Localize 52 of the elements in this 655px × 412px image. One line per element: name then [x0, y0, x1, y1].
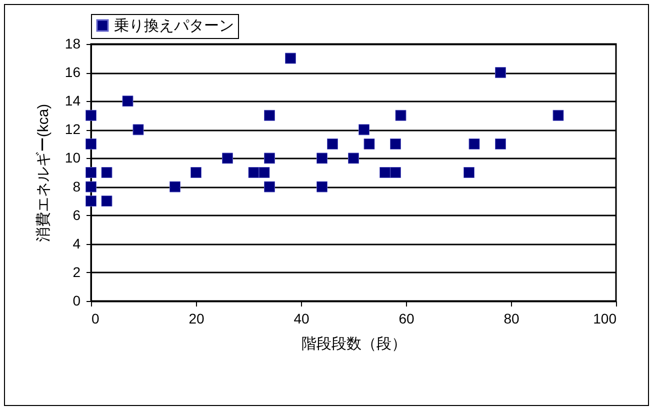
- y-tick-label: 0: [72, 292, 81, 308]
- y-tick-label: 6: [72, 206, 81, 223]
- point: [86, 167, 96, 178]
- y-tick-label: 2: [72, 264, 81, 280]
- point: [222, 152, 233, 164]
- point: [132, 124, 144, 136]
- point: [86, 138, 96, 150]
- point: [316, 152, 328, 164]
- x-tick-label: 100: [593, 310, 617, 326]
- x-tick-label: 40: [294, 310, 310, 326]
- point: [395, 110, 406, 121]
- y-tick-label: 16: [64, 64, 81, 80]
- x-tick-label: 80: [504, 310, 520, 326]
- x-tick-label: 60: [398, 310, 414, 326]
- point: [348, 152, 359, 164]
- point: [264, 110, 275, 121]
- point: [170, 181, 180, 192]
- point: [101, 196, 112, 207]
- point: [258, 167, 270, 178]
- point: [86, 110, 96, 121]
- point: [122, 96, 134, 107]
- point: [390, 167, 401, 178]
- point: [316, 181, 328, 192]
- y-tick-label: 14: [64, 92, 81, 109]
- point: [552, 110, 564, 121]
- y-axis-title: 消費エネルギー(kca): [34, 104, 52, 242]
- y-tick-label: 12: [64, 121, 81, 138]
- point: [264, 152, 275, 164]
- point: [327, 138, 338, 150]
- point: [390, 138, 401, 150]
- point: [495, 138, 506, 150]
- point: [380, 167, 390, 178]
- y-tick-label: 18: [64, 36, 81, 52]
- point: [468, 138, 480, 150]
- x-tick-label: 0: [92, 310, 100, 326]
- point: [190, 167, 202, 178]
- point: [248, 167, 260, 178]
- legend-label: 乗り換えパターン: [114, 18, 234, 34]
- x-axis-title: 階段段数（段）: [302, 336, 406, 352]
- point: [285, 52, 296, 64]
- point: [495, 67, 506, 78]
- point: [86, 181, 96, 192]
- point: [358, 124, 370, 136]
- point: [364, 138, 375, 150]
- point: [264, 181, 275, 192]
- y-tick-label: 10: [64, 150, 81, 166]
- y-tick-label: 4: [72, 235, 81, 252]
- x-tick-label: 20: [188, 310, 204, 326]
- point: [101, 167, 112, 178]
- y-tick-label: 8: [72, 178, 81, 194]
- point: [86, 196, 96, 207]
- point: [464, 167, 474, 178]
